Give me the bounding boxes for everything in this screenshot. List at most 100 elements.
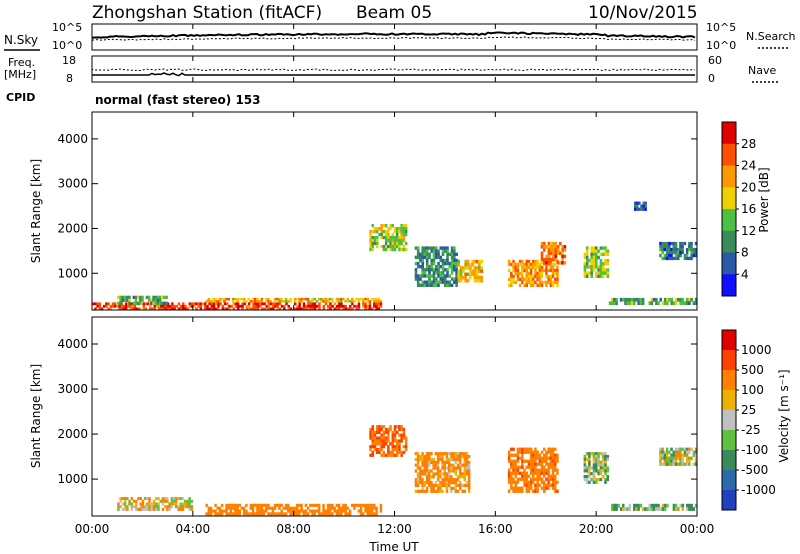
data-cell — [446, 255, 449, 260]
data-cell — [382, 425, 386, 429]
data-cell — [118, 304, 121, 308]
data-cell — [267, 302, 271, 306]
data-cell — [173, 307, 176, 311]
data-cell — [514, 480, 517, 484]
data-cell — [465, 452, 469, 456]
data-cell — [453, 277, 456, 281]
data-cell — [534, 271, 537, 276]
data-cell — [414, 478, 418, 482]
data-cell — [529, 465, 533, 469]
freq-trace — [92, 72, 695, 77]
data-cell — [184, 304, 187, 308]
data-cell — [414, 255, 418, 260]
data-cell — [436, 469, 440, 473]
data-cell — [188, 505, 191, 509]
data-cell — [400, 453, 403, 457]
data-cell — [681, 241, 684, 246]
data-cell — [404, 230, 408, 234]
data-cell — [601, 246, 605, 250]
data-cell — [380, 439, 383, 443]
data-cell — [163, 301, 166, 305]
data-cell — [516, 277, 520, 281]
data-cell — [400, 238, 403, 243]
data-cell — [329, 512, 332, 516]
data-cell — [599, 274, 603, 278]
data-cell — [380, 233, 383, 237]
data-cell — [378, 450, 381, 454]
data-cell — [545, 450, 548, 454]
data-cell — [668, 256, 671, 261]
data-cell — [398, 241, 401, 246]
data-cell — [282, 300, 286, 303]
data-cell — [540, 257, 544, 262]
data-cell — [145, 295, 149, 299]
data-cell — [538, 268, 542, 273]
data-cell — [561, 261, 564, 265]
power-panel-frame — [91, 111, 698, 311]
data-cell — [376, 425, 379, 429]
data-cell — [207, 509, 211, 513]
data-cell — [512, 277, 515, 281]
data-cell — [559, 261, 562, 265]
data-cell — [469, 266, 472, 270]
data-cell — [694, 297, 698, 302]
colorbar-tick-label: -100 — [741, 443, 768, 457]
data-cell — [342, 304, 345, 308]
data-cell — [688, 301, 691, 305]
data-cell — [273, 297, 277, 301]
data-cell — [532, 489, 535, 493]
data-cell — [161, 507, 165, 511]
data-cell — [212, 300, 215, 303]
data-cell — [357, 509, 361, 513]
data-cell — [510, 283, 513, 287]
data-cell — [450, 271, 454, 275]
data-cell — [423, 274, 427, 278]
data-cell — [247, 307, 251, 311]
data-cell — [510, 471, 513, 475]
colorbar-tick-label: 16 — [741, 202, 756, 216]
data-cell — [369, 433, 372, 437]
data-cell — [606, 258, 610, 263]
data-cell — [666, 301, 669, 305]
data-cell — [387, 448, 390, 452]
data-cell — [204, 304, 207, 308]
data-cell — [659, 453, 662, 457]
data-cell — [547, 274, 550, 279]
data-cell — [344, 300, 347, 303]
data-cell — [452, 452, 455, 456]
data-cell — [455, 252, 458, 256]
data-cell — [525, 450, 528, 454]
data-cell — [168, 304, 172, 308]
data-cell — [344, 304, 348, 308]
data-cell — [585, 265, 589, 269]
data-cell — [183, 505, 187, 509]
data-cell — [527, 483, 531, 487]
data-cell — [322, 307, 326, 311]
data-cell — [665, 462, 669, 466]
data-cell — [428, 255, 431, 260]
data-cell — [523, 450, 526, 454]
data-cell — [329, 506, 332, 510]
data-cell — [601, 466, 605, 470]
data-cell — [599, 268, 603, 272]
data-cell — [378, 442, 381, 446]
data-cell — [333, 307, 337, 311]
data-cell — [681, 247, 684, 252]
data-cell — [168, 307, 172, 311]
data-cell — [674, 503, 678, 508]
data-cell — [376, 436, 379, 440]
data-cell — [688, 297, 691, 302]
data-cell — [518, 259, 522, 264]
data-cell — [549, 280, 553, 284]
data-cell — [295, 509, 299, 513]
data-cell — [606, 268, 610, 272]
data-cell — [278, 512, 281, 516]
data-cell — [131, 307, 134, 311]
data-cell — [373, 300, 376, 303]
data-cell — [657, 301, 660, 305]
data-cell — [681, 250, 684, 255]
data-cell — [428, 280, 431, 284]
data-cell — [467, 466, 471, 470]
data-cell — [421, 489, 424, 493]
data-cell — [376, 430, 379, 434]
